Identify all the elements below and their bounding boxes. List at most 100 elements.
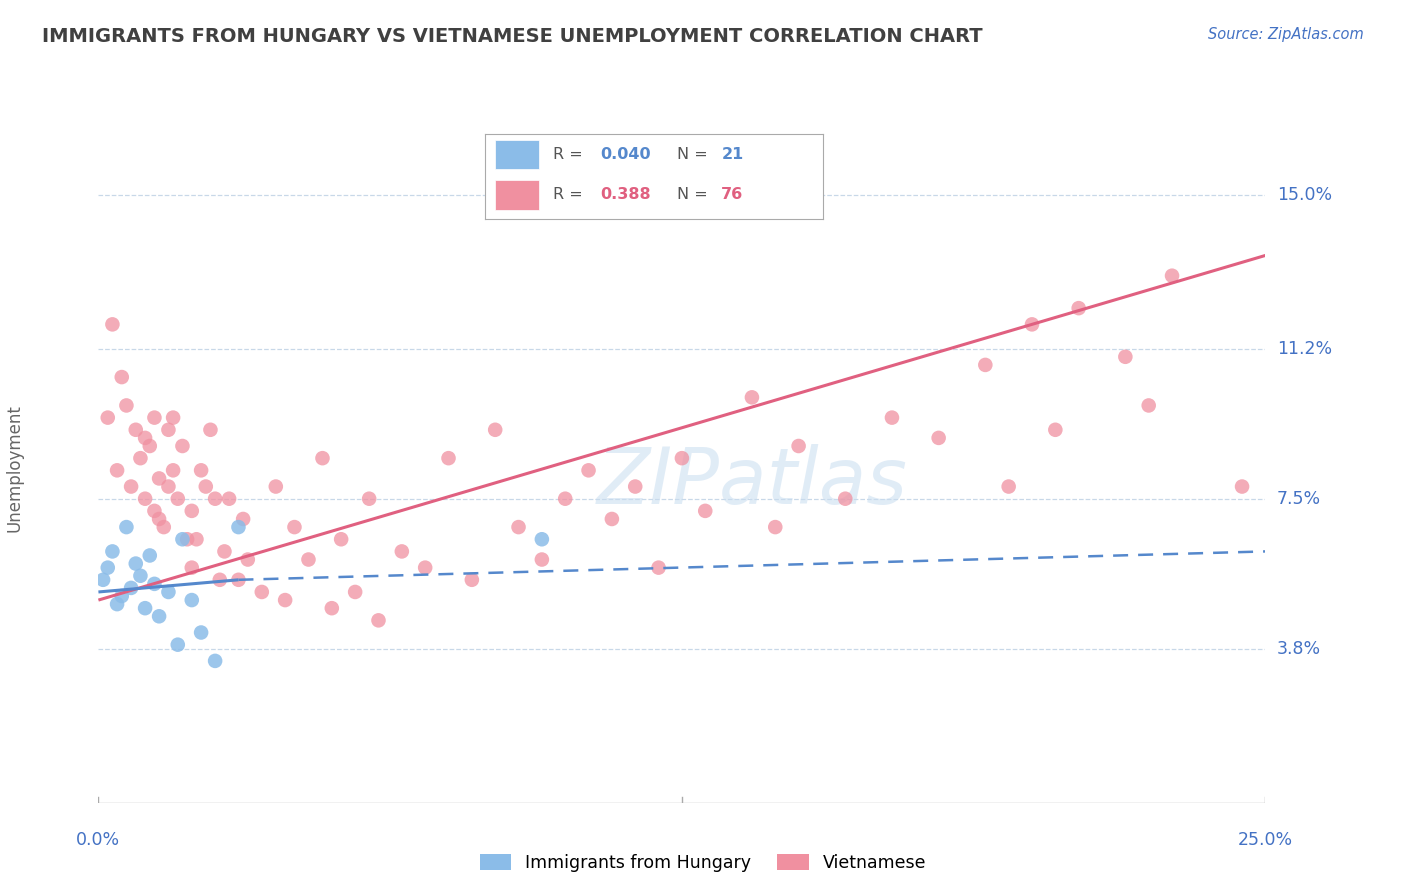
Point bbox=[125, 423, 148, 437]
Point bbox=[162, 463, 184, 477]
Text: 21: 21 bbox=[721, 146, 744, 161]
Point bbox=[143, 410, 166, 425]
Point bbox=[176, 533, 198, 547]
Text: 11.2%: 11.2% bbox=[1277, 340, 1333, 358]
Point bbox=[148, 471, 170, 485]
Point bbox=[671, 451, 693, 466]
Text: R =: R = bbox=[553, 187, 588, 202]
Text: N =: N = bbox=[678, 146, 713, 161]
Point bbox=[554, 491, 576, 506]
Point bbox=[624, 479, 647, 493]
Point bbox=[162, 410, 184, 425]
Point bbox=[880, 410, 903, 425]
Point bbox=[157, 423, 180, 437]
Point bbox=[530, 552, 553, 566]
Point bbox=[172, 439, 194, 453]
Point bbox=[1161, 268, 1184, 283]
Point bbox=[105, 597, 128, 611]
Point bbox=[297, 552, 319, 566]
Point bbox=[647, 560, 669, 574]
Point bbox=[508, 520, 530, 534]
Point bbox=[172, 533, 194, 547]
Point bbox=[143, 577, 166, 591]
Point bbox=[1137, 399, 1160, 413]
Point bbox=[120, 581, 142, 595]
Text: 3.8%: 3.8% bbox=[1277, 640, 1322, 657]
Point bbox=[111, 370, 134, 384]
Text: 0.040: 0.040 bbox=[600, 146, 651, 161]
Point bbox=[274, 593, 297, 607]
Point bbox=[484, 423, 506, 437]
Point bbox=[974, 358, 997, 372]
Point bbox=[1021, 318, 1043, 332]
Point bbox=[152, 520, 174, 534]
Point bbox=[194, 479, 217, 493]
Point bbox=[264, 479, 287, 493]
Point bbox=[1114, 350, 1136, 364]
Text: 0.388: 0.388 bbox=[600, 187, 651, 202]
Point bbox=[236, 552, 259, 566]
Point bbox=[311, 451, 333, 466]
Point bbox=[91, 573, 114, 587]
Point bbox=[391, 544, 413, 558]
Point bbox=[166, 491, 188, 506]
Text: 15.0%: 15.0% bbox=[1277, 186, 1333, 203]
Point bbox=[101, 544, 124, 558]
Point bbox=[200, 423, 222, 437]
Point bbox=[180, 504, 202, 518]
Point bbox=[208, 573, 231, 587]
Point bbox=[228, 573, 250, 587]
Point bbox=[105, 463, 128, 477]
Point bbox=[190, 463, 212, 477]
Point bbox=[180, 593, 202, 607]
Point bbox=[530, 533, 553, 547]
Point bbox=[367, 613, 389, 627]
Point bbox=[166, 638, 188, 652]
Point bbox=[359, 491, 381, 506]
Point bbox=[204, 654, 226, 668]
Point bbox=[600, 512, 623, 526]
Point bbox=[344, 585, 367, 599]
Point bbox=[125, 557, 148, 571]
Bar bbox=[495, 140, 538, 169]
Point bbox=[139, 439, 162, 453]
Point bbox=[763, 520, 786, 534]
Point bbox=[997, 479, 1019, 493]
Point bbox=[695, 504, 717, 518]
Point bbox=[1067, 301, 1090, 315]
Text: N =: N = bbox=[678, 187, 713, 202]
Point bbox=[134, 601, 156, 615]
Text: 76: 76 bbox=[721, 187, 744, 202]
Text: Source: ZipAtlas.com: Source: ZipAtlas.com bbox=[1208, 27, 1364, 42]
Point bbox=[134, 431, 156, 445]
Point bbox=[928, 431, 950, 445]
Point bbox=[148, 512, 170, 526]
Point bbox=[250, 585, 273, 599]
Point bbox=[97, 560, 120, 574]
Point bbox=[228, 520, 250, 534]
Point bbox=[283, 520, 305, 534]
Point bbox=[578, 463, 600, 477]
Point bbox=[186, 533, 208, 547]
Point bbox=[1230, 479, 1253, 493]
Point bbox=[204, 491, 226, 506]
Text: Unemployment: Unemployment bbox=[6, 404, 24, 533]
Text: IMMIGRANTS FROM HUNGARY VS VIETNAMESE UNEMPLOYMENT CORRELATION CHART: IMMIGRANTS FROM HUNGARY VS VIETNAMESE UN… bbox=[42, 27, 983, 45]
Point bbox=[157, 585, 180, 599]
Point bbox=[741, 390, 763, 404]
Point bbox=[115, 399, 138, 413]
Point bbox=[330, 533, 353, 547]
Point bbox=[321, 601, 343, 615]
Point bbox=[115, 520, 138, 534]
Point bbox=[111, 589, 134, 603]
Point bbox=[120, 479, 142, 493]
Point bbox=[834, 491, 856, 506]
Point bbox=[97, 410, 120, 425]
Bar bbox=[495, 180, 538, 211]
Point bbox=[218, 491, 240, 506]
Point bbox=[143, 504, 166, 518]
Point bbox=[1045, 423, 1067, 437]
Point bbox=[461, 573, 484, 587]
Point bbox=[180, 560, 202, 574]
Text: 0.0%: 0.0% bbox=[76, 831, 121, 849]
